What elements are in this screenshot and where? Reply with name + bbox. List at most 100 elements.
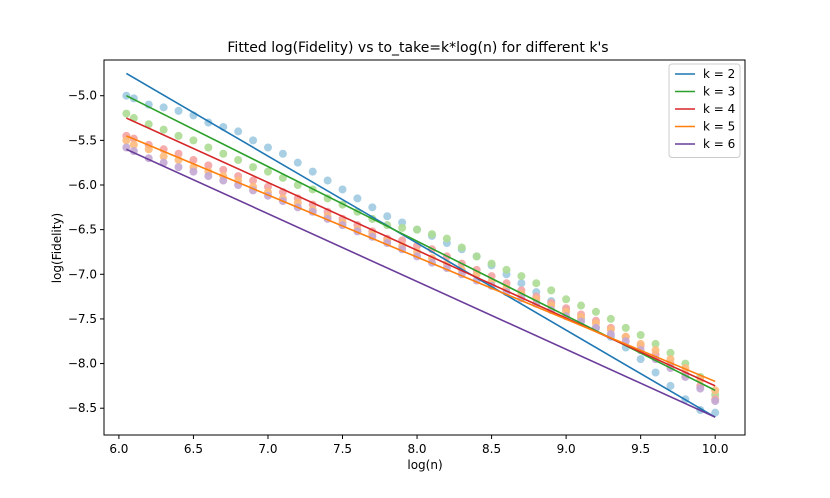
- series-1-point: [353, 194, 362, 203]
- series-1-point: [383, 212, 392, 221]
- series-1-point: [293, 158, 302, 167]
- x-tick-label: 9.5: [631, 442, 650, 456]
- legend-label-1: k = 2: [703, 67, 735, 81]
- series-2-point: [591, 307, 600, 316]
- series-2-point: [547, 286, 556, 295]
- y-tick-label: −8.5: [68, 401, 97, 415]
- series-2-point: [577, 301, 586, 310]
- series-2-point: [487, 259, 496, 268]
- y-tick-label: −7.5: [68, 312, 97, 326]
- x-tick-label: 6.0: [109, 442, 128, 456]
- series-2-point: [666, 348, 675, 357]
- series-5-fit-line: [126, 148, 716, 418]
- series-2-point: [532, 279, 541, 288]
- series-1-point: [263, 143, 272, 152]
- series-1-point: [517, 279, 526, 288]
- series-1-fit-line: [125, 72, 716, 418]
- series-5-point: [204, 172, 213, 181]
- x-axis-label: log(n): [407, 458, 442, 472]
- plot-frame: [103, 59, 746, 436]
- x-tick-label: 6.5: [184, 442, 203, 456]
- series-2-point: [517, 272, 526, 281]
- series-3-point: [249, 176, 258, 185]
- series-4-point: [144, 145, 153, 154]
- series-5-point: [711, 397, 720, 406]
- legend-label-2: k = 3: [703, 85, 735, 99]
- series-4-point: [129, 140, 138, 149]
- series-2-point: [122, 109, 131, 118]
- y-axis-label: log(Fidelity): [50, 213, 64, 284]
- y-tick-label: −5.5: [68, 133, 97, 147]
- series-1-point: [278, 149, 287, 158]
- plot-area: [122, 72, 720, 418]
- series-1-point: [338, 185, 347, 194]
- y-tick-label: −7.0: [68, 267, 97, 281]
- series-2-point: [606, 314, 615, 323]
- series-3-point: [174, 149, 183, 158]
- series-2-point: [174, 131, 183, 140]
- series-2-point: [263, 167, 272, 176]
- series-2-point: [427, 230, 436, 239]
- series-3-point: [204, 161, 213, 170]
- series-4-fit-line: [126, 135, 716, 383]
- x-tick-label: 7.5: [333, 442, 352, 456]
- series-2-point: [144, 120, 153, 129]
- series-3-point: [189, 156, 198, 164]
- axis-ticks: 6.0 6.5 7.0 7.5 8.0 8.5 9.0 9.5 10.0 −5.0 −5.5 −6.0…: [68, 89, 729, 456]
- series-1-point: [368, 203, 377, 212]
- series-2-point: [234, 156, 243, 164]
- legend-label-3: k = 4: [703, 102, 735, 116]
- x-tick-label: 9.0: [557, 442, 576, 456]
- y-tick-label: −6.5: [68, 223, 97, 237]
- series-2-point: [219, 149, 228, 158]
- y-tick-label: −5.0: [68, 89, 97, 103]
- series-2-point: [562, 295, 571, 304]
- legend-label-4: k = 5: [703, 120, 735, 134]
- series-1-point: [666, 381, 675, 390]
- series-2-point: [413, 225, 422, 234]
- series-5-point: [219, 176, 228, 185]
- series-4-point: [651, 346, 660, 355]
- legend-label-5: k = 6: [703, 137, 735, 151]
- y-tick-label: −8.0: [68, 357, 97, 371]
- series-1-point: [711, 408, 720, 417]
- series-2-point: [189, 136, 198, 145]
- series-2-point: [204, 143, 213, 152]
- series-2-point: [457, 243, 466, 252]
- y-tick-label: −6.0: [68, 178, 97, 192]
- series-5-point: [606, 330, 615, 339]
- series-5-point: [174, 163, 183, 172]
- x-tick-label: 8.5: [482, 442, 501, 456]
- series-4-point: [159, 152, 168, 161]
- series-1-point: [636, 355, 645, 364]
- series-2-point: [323, 194, 332, 203]
- series-2-point: [651, 339, 660, 348]
- series-4-point: [636, 339, 645, 348]
- series-1-point: [174, 106, 183, 115]
- series-1-point: [249, 136, 258, 145]
- series-5-point: [189, 167, 198, 176]
- series-3-point: [219, 165, 228, 174]
- series-2-point: [398, 223, 407, 232]
- series-2-point: [442, 234, 451, 243]
- series-4-point: [122, 136, 131, 145]
- x-tick-label: 10.0: [702, 442, 729, 456]
- series-2-point: [159, 125, 168, 134]
- series-5-point: [696, 384, 705, 393]
- series-2-point: [636, 331, 645, 339]
- series-1-point: [234, 127, 243, 136]
- x-tick-label: 7.0: [258, 442, 277, 456]
- legend: k = 2 k = 3 k = 4 k = 5 k = 6: [668, 63, 741, 158]
- series-1-point: [159, 103, 168, 112]
- series-1-point: [651, 368, 660, 377]
- legend-box: [668, 63, 741, 158]
- chart-title: Fitted log(Fidelity) vs to_take=k*log(n)…: [227, 40, 608, 56]
- series-2-point: [249, 163, 258, 172]
- series-1-point: [308, 167, 317, 176]
- x-tick-label: 8.0: [407, 442, 426, 456]
- series-2-point: [472, 252, 481, 261]
- series-2-point: [502, 265, 511, 274]
- series-1-point: [323, 176, 332, 185]
- series-2-point: [621, 323, 630, 332]
